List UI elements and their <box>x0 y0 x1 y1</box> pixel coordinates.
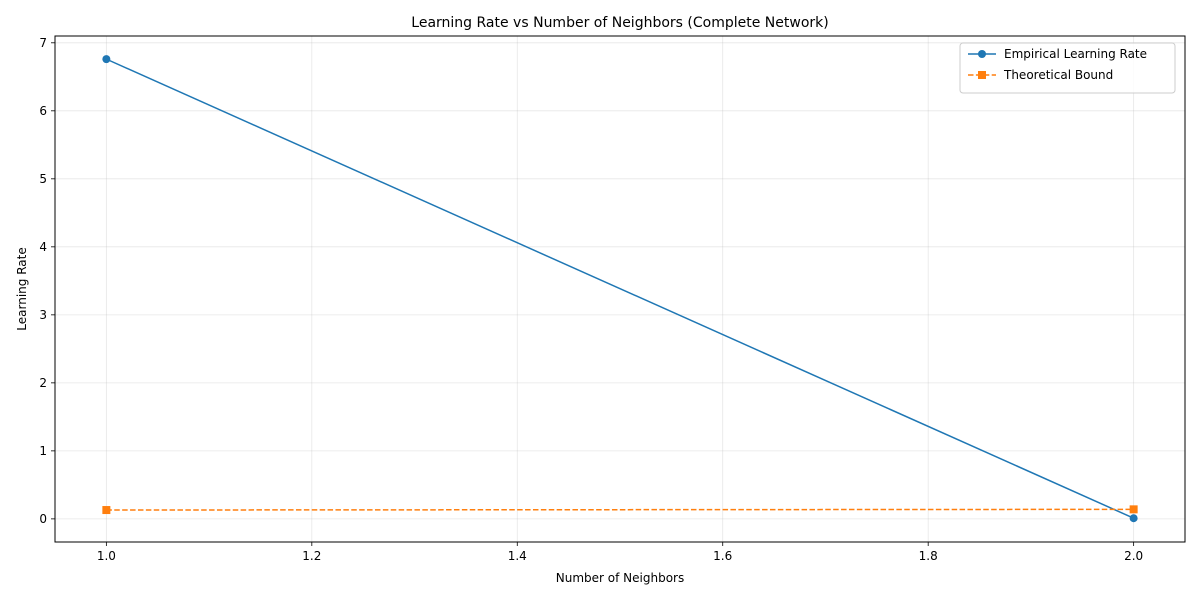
x-tick-label: 1.4 <box>508 549 527 563</box>
x-tick-label: 2.0 <box>1124 549 1143 563</box>
legend-marker-circle <box>978 50 986 58</box>
legend-label: Theoretical Bound <box>1003 68 1113 82</box>
x-tick-label: 1.8 <box>919 549 938 563</box>
y-tick-label: 6 <box>39 104 47 118</box>
y-tick-label: 0 <box>39 512 47 526</box>
y-tick-label: 7 <box>39 36 47 50</box>
y-tick-label: 2 <box>39 376 47 390</box>
y-axis-label: Learning Rate <box>15 247 29 330</box>
series-line-1 <box>106 509 1133 510</box>
data-point-circle <box>1130 514 1138 522</box>
legend: Empirical Learning Rate Theoretical Bound <box>960 43 1175 93</box>
y-tick-label: 1 <box>39 444 47 458</box>
legend-label: Empirical Learning Rate <box>1004 47 1147 61</box>
x-tick-label: 1.2 <box>302 549 321 563</box>
x-tick-label: 1.0 <box>97 549 116 563</box>
data-point-square <box>1130 505 1138 513</box>
legend-marker-square <box>978 71 986 79</box>
chart-title: Learning Rate vs Number of Neighbors (Co… <box>411 15 828 31</box>
data-point-circle <box>102 55 110 63</box>
x-tick-label: 1.6 <box>713 549 732 563</box>
data-point-square <box>102 506 110 514</box>
y-tick-label: 3 <box>39 308 47 322</box>
x-axis-label: Number of Neighbors <box>556 571 684 585</box>
y-tick-label: 5 <box>39 172 47 186</box>
y-tick-label: 4 <box>39 240 47 254</box>
